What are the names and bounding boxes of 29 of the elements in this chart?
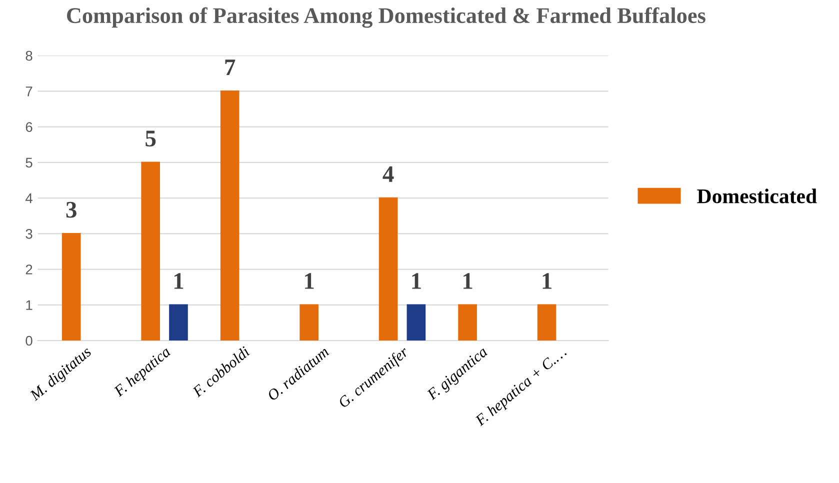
bar bbox=[378, 197, 398, 341]
data-label: 7 bbox=[225, 60, 236, 76]
bar bbox=[537, 304, 556, 341]
y-tick-label: 0 bbox=[26, 336, 32, 346]
data-label: 3 bbox=[66, 202, 76, 218]
bar bbox=[300, 304, 318, 341]
data-label: 1 bbox=[542, 273, 552, 289]
data-label: 1 bbox=[174, 273, 184, 289]
bar bbox=[220, 90, 240, 341]
y-tick-label: 5 bbox=[26, 158, 32, 168]
data-label: 1 bbox=[412, 273, 421, 289]
y-tick-label: 2 bbox=[26, 264, 32, 274]
y-tick-label: 6 bbox=[26, 122, 32, 132]
y-tick-label: 3 bbox=[26, 228, 32, 239]
bar bbox=[141, 162, 160, 341]
bar bbox=[62, 232, 81, 341]
chart-title: Comparison of Parasites Among Domesticated & Farmed Buffaloes bbox=[67, 7, 706, 28]
y-tick-label: 4 bbox=[25, 194, 32, 204]
y-tick-label: 8 bbox=[26, 50, 32, 61]
data-label: 1 bbox=[305, 273, 314, 289]
y-tick-label: 7 bbox=[26, 86, 32, 96]
data-label: 4 bbox=[382, 166, 394, 182]
bar bbox=[458, 304, 477, 341]
legend-label: Domesticated bbox=[697, 188, 817, 204]
y-tick-label: 1 bbox=[26, 300, 32, 310]
bar bbox=[169, 304, 188, 341]
data-label: 1 bbox=[464, 273, 472, 289]
bar bbox=[406, 304, 426, 341]
data-label: 5 bbox=[146, 130, 156, 146]
